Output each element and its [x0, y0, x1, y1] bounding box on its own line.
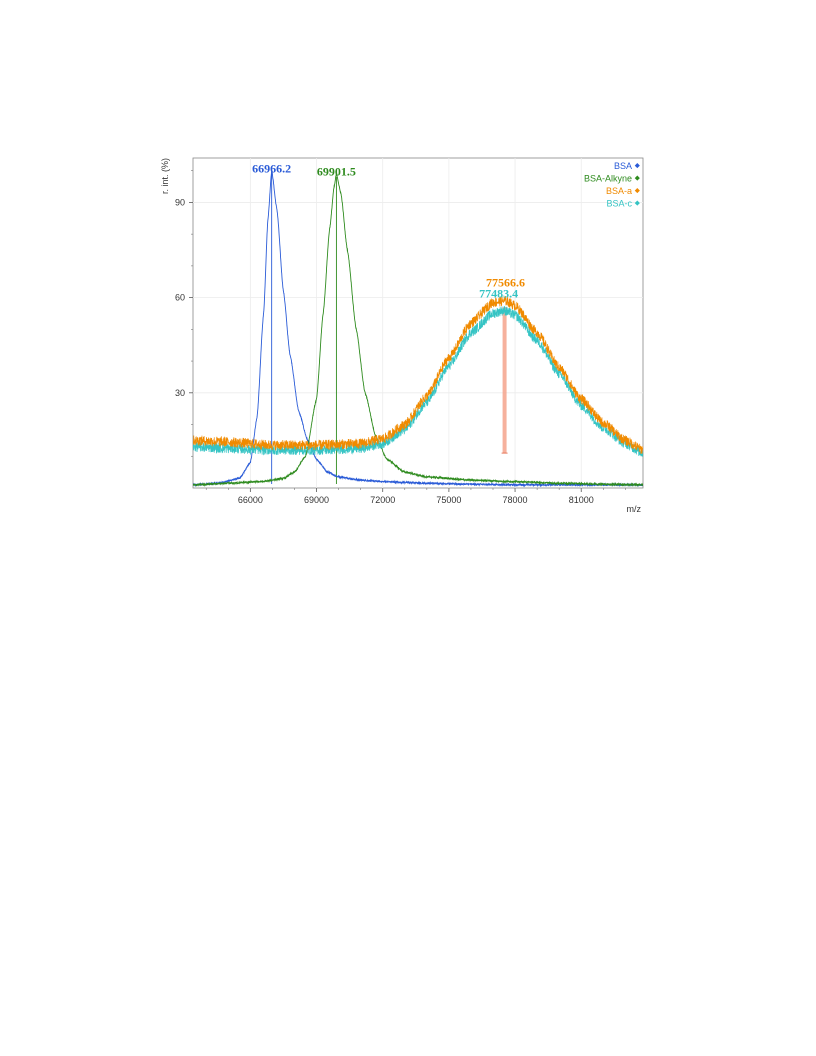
- peak-label-bsa-a: 77566.6: [486, 276, 525, 290]
- peak-label-bsa-alkyne: 69901.5: [317, 164, 356, 178]
- series-line-bsa-alkyne: [193, 172, 643, 487]
- grid: [193, 158, 643, 488]
- x-tick-label: 75000: [436, 495, 461, 505]
- peak-marker-bar: [502, 307, 507, 454]
- y-tick-label: 90: [175, 197, 185, 207]
- y-tick-label: 30: [175, 388, 185, 398]
- x-axis-title: m/z: [627, 504, 642, 514]
- legend-label: BSA-a: [606, 186, 632, 196]
- legend-label: BSA-c: [606, 199, 632, 209]
- legend-label: BSA: [614, 161, 632, 171]
- x-tick-label: 72000: [370, 495, 395, 505]
- y-tick-label: 60: [175, 293, 185, 303]
- peak-label-bsa: 66966.2: [252, 161, 291, 175]
- series-line-bsa-a: [193, 295, 643, 455]
- legend-label: BSA-Alkyne: [584, 174, 632, 184]
- x-tick-label: 81000: [569, 495, 594, 505]
- series-lines: [193, 170, 643, 488]
- peak-label-bsa-c: 77483.4: [479, 287, 518, 301]
- series-line-bsa-c: [193, 305, 643, 457]
- x-tick-label: 78000: [503, 495, 528, 505]
- peak-markers: [271, 173, 508, 484]
- y-axis-title: r. int. (%): [160, 158, 170, 194]
- plot-area: [192, 157, 644, 489]
- x-tick-label: 66000: [238, 495, 263, 505]
- axes: 66000 69000 72000 75000 78000 81000 30 60 90: [175, 170, 626, 505]
- x-tick-label: 69000: [304, 495, 329, 505]
